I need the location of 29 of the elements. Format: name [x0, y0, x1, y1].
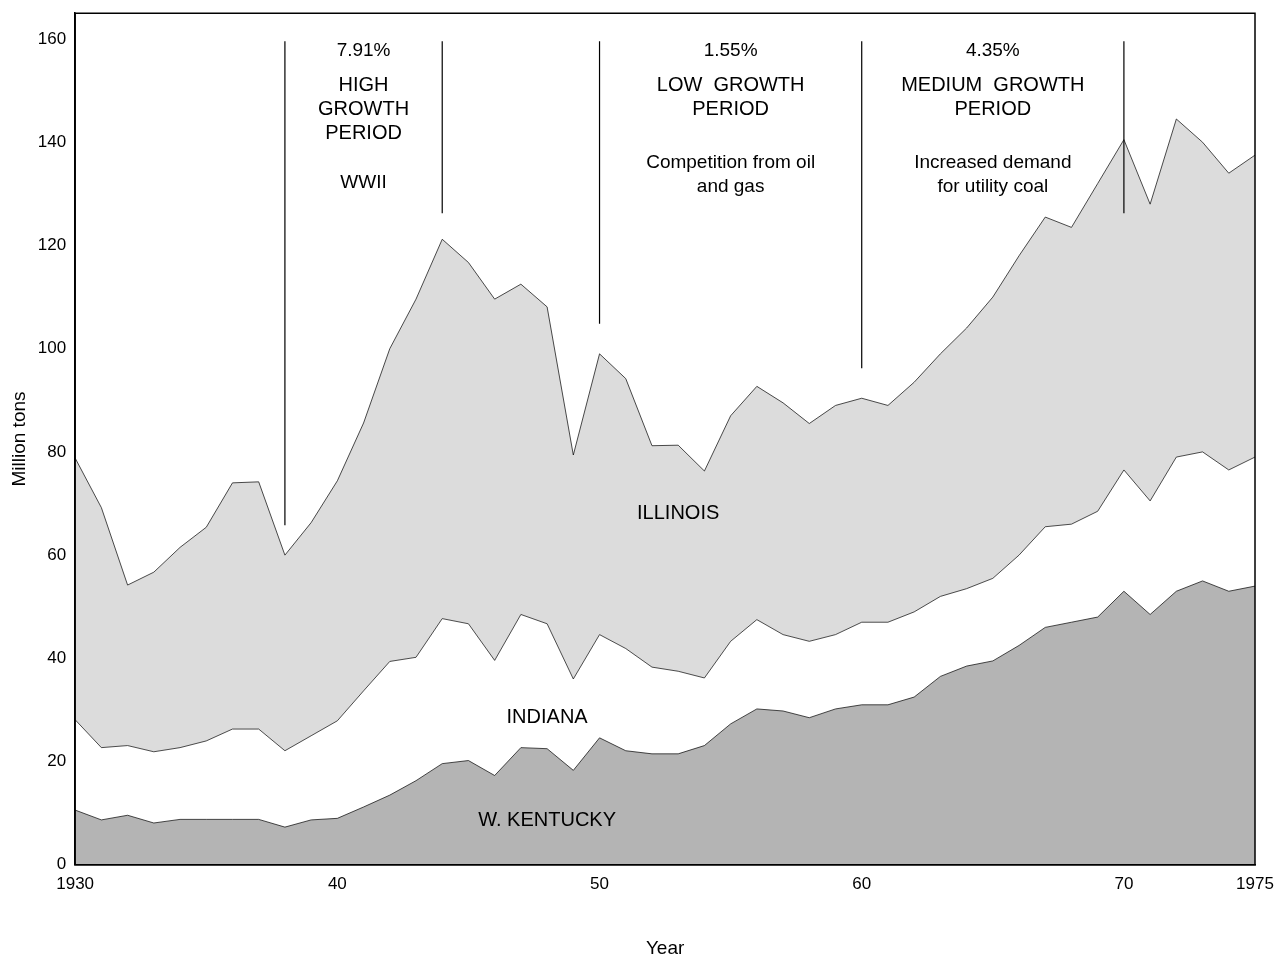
x-tick-label: 50	[590, 873, 609, 893]
annotation: 4.35%	[965, 39, 1020, 61]
annotation: HIGH GROWTH PERIOD	[318, 72, 410, 143]
x-tick-label: 1975	[1236, 873, 1274, 893]
annotation: Competition from oil and gas	[646, 151, 816, 197]
y-axis-title: Million tons	[7, 391, 29, 487]
y-tick-label: 0	[56, 854, 67, 874]
y-tick-label: 40	[47, 648, 67, 668]
annotation: 7.91%	[336, 39, 391, 61]
y-tick-label: 100	[37, 338, 67, 358]
x-axis-title: Year	[645, 936, 685, 958]
annotation: Increased demand for utility coal	[914, 151, 1072, 197]
annotation: LOW GROWTH PERIOD	[656, 72, 805, 119]
y-tick-label: 60	[47, 544, 67, 564]
annotation: WWII	[340, 171, 387, 193]
x-tick-label: 60	[852, 873, 872, 893]
y-tick-label: 80	[47, 441, 67, 461]
y-tick-label: 120	[37, 235, 67, 255]
annotation: MEDIUM GROWTH PERIOD	[901, 72, 1085, 119]
y-tick-label: 20	[47, 751, 67, 771]
series-label: INDIANA	[506, 705, 589, 728]
series-label: ILLINOIS	[637, 501, 720, 524]
y-tick-label: 140	[37, 131, 67, 151]
x-tick-label: 40	[327, 873, 347, 893]
x-tick-label: 1930	[56, 873, 95, 893]
annotation: 1.55%	[703, 39, 758, 61]
y-tick-label: 160	[37, 28, 67, 48]
x-tick-label: 70	[1114, 873, 1134, 893]
series-label: W. KENTUCKY	[478, 807, 616, 830]
